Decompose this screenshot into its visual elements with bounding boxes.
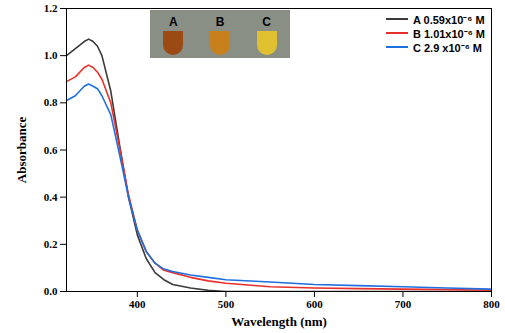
svg-text:800: 800 <box>483 298 500 310</box>
svg-text:0.6: 0.6 <box>44 144 58 156</box>
svg-text:500: 500 <box>218 298 235 310</box>
svg-text:1.0: 1.0 <box>44 49 58 61</box>
svg-text:0.8: 0.8 <box>44 96 58 108</box>
svg-text:1.2: 1.2 <box>44 2 58 14</box>
svg-text:0.4: 0.4 <box>44 191 58 203</box>
html-text:B: B <box>215 15 225 29</box>
html-text:C 2.9 x10⁻⁶ M: C 2.9 x10⁻⁶ M <box>413 41 482 54</box>
svg-text:400: 400 <box>129 298 146 310</box>
svg-text:0.0: 0.0 <box>44 285 58 297</box>
html-text:A: A <box>169 15 178 29</box>
svg-text:Absorbance: Absorbance <box>14 117 29 184</box>
html-text:C: C <box>262 15 271 29</box>
svg-text:700: 700 <box>395 298 412 310</box>
html-text:B 1.01x10⁻⁶ M: B 1.01x10⁻⁶ M <box>413 27 485 40</box>
svg-text:Wavelength (nm): Wavelength (nm) <box>231 314 327 329</box>
svg-text:600: 600 <box>306 298 323 310</box>
svg-text:0.2: 0.2 <box>44 238 58 250</box>
html-text:A 0.59x10⁻⁶ M: A 0.59x10⁻⁶ M <box>413 13 485 26</box>
